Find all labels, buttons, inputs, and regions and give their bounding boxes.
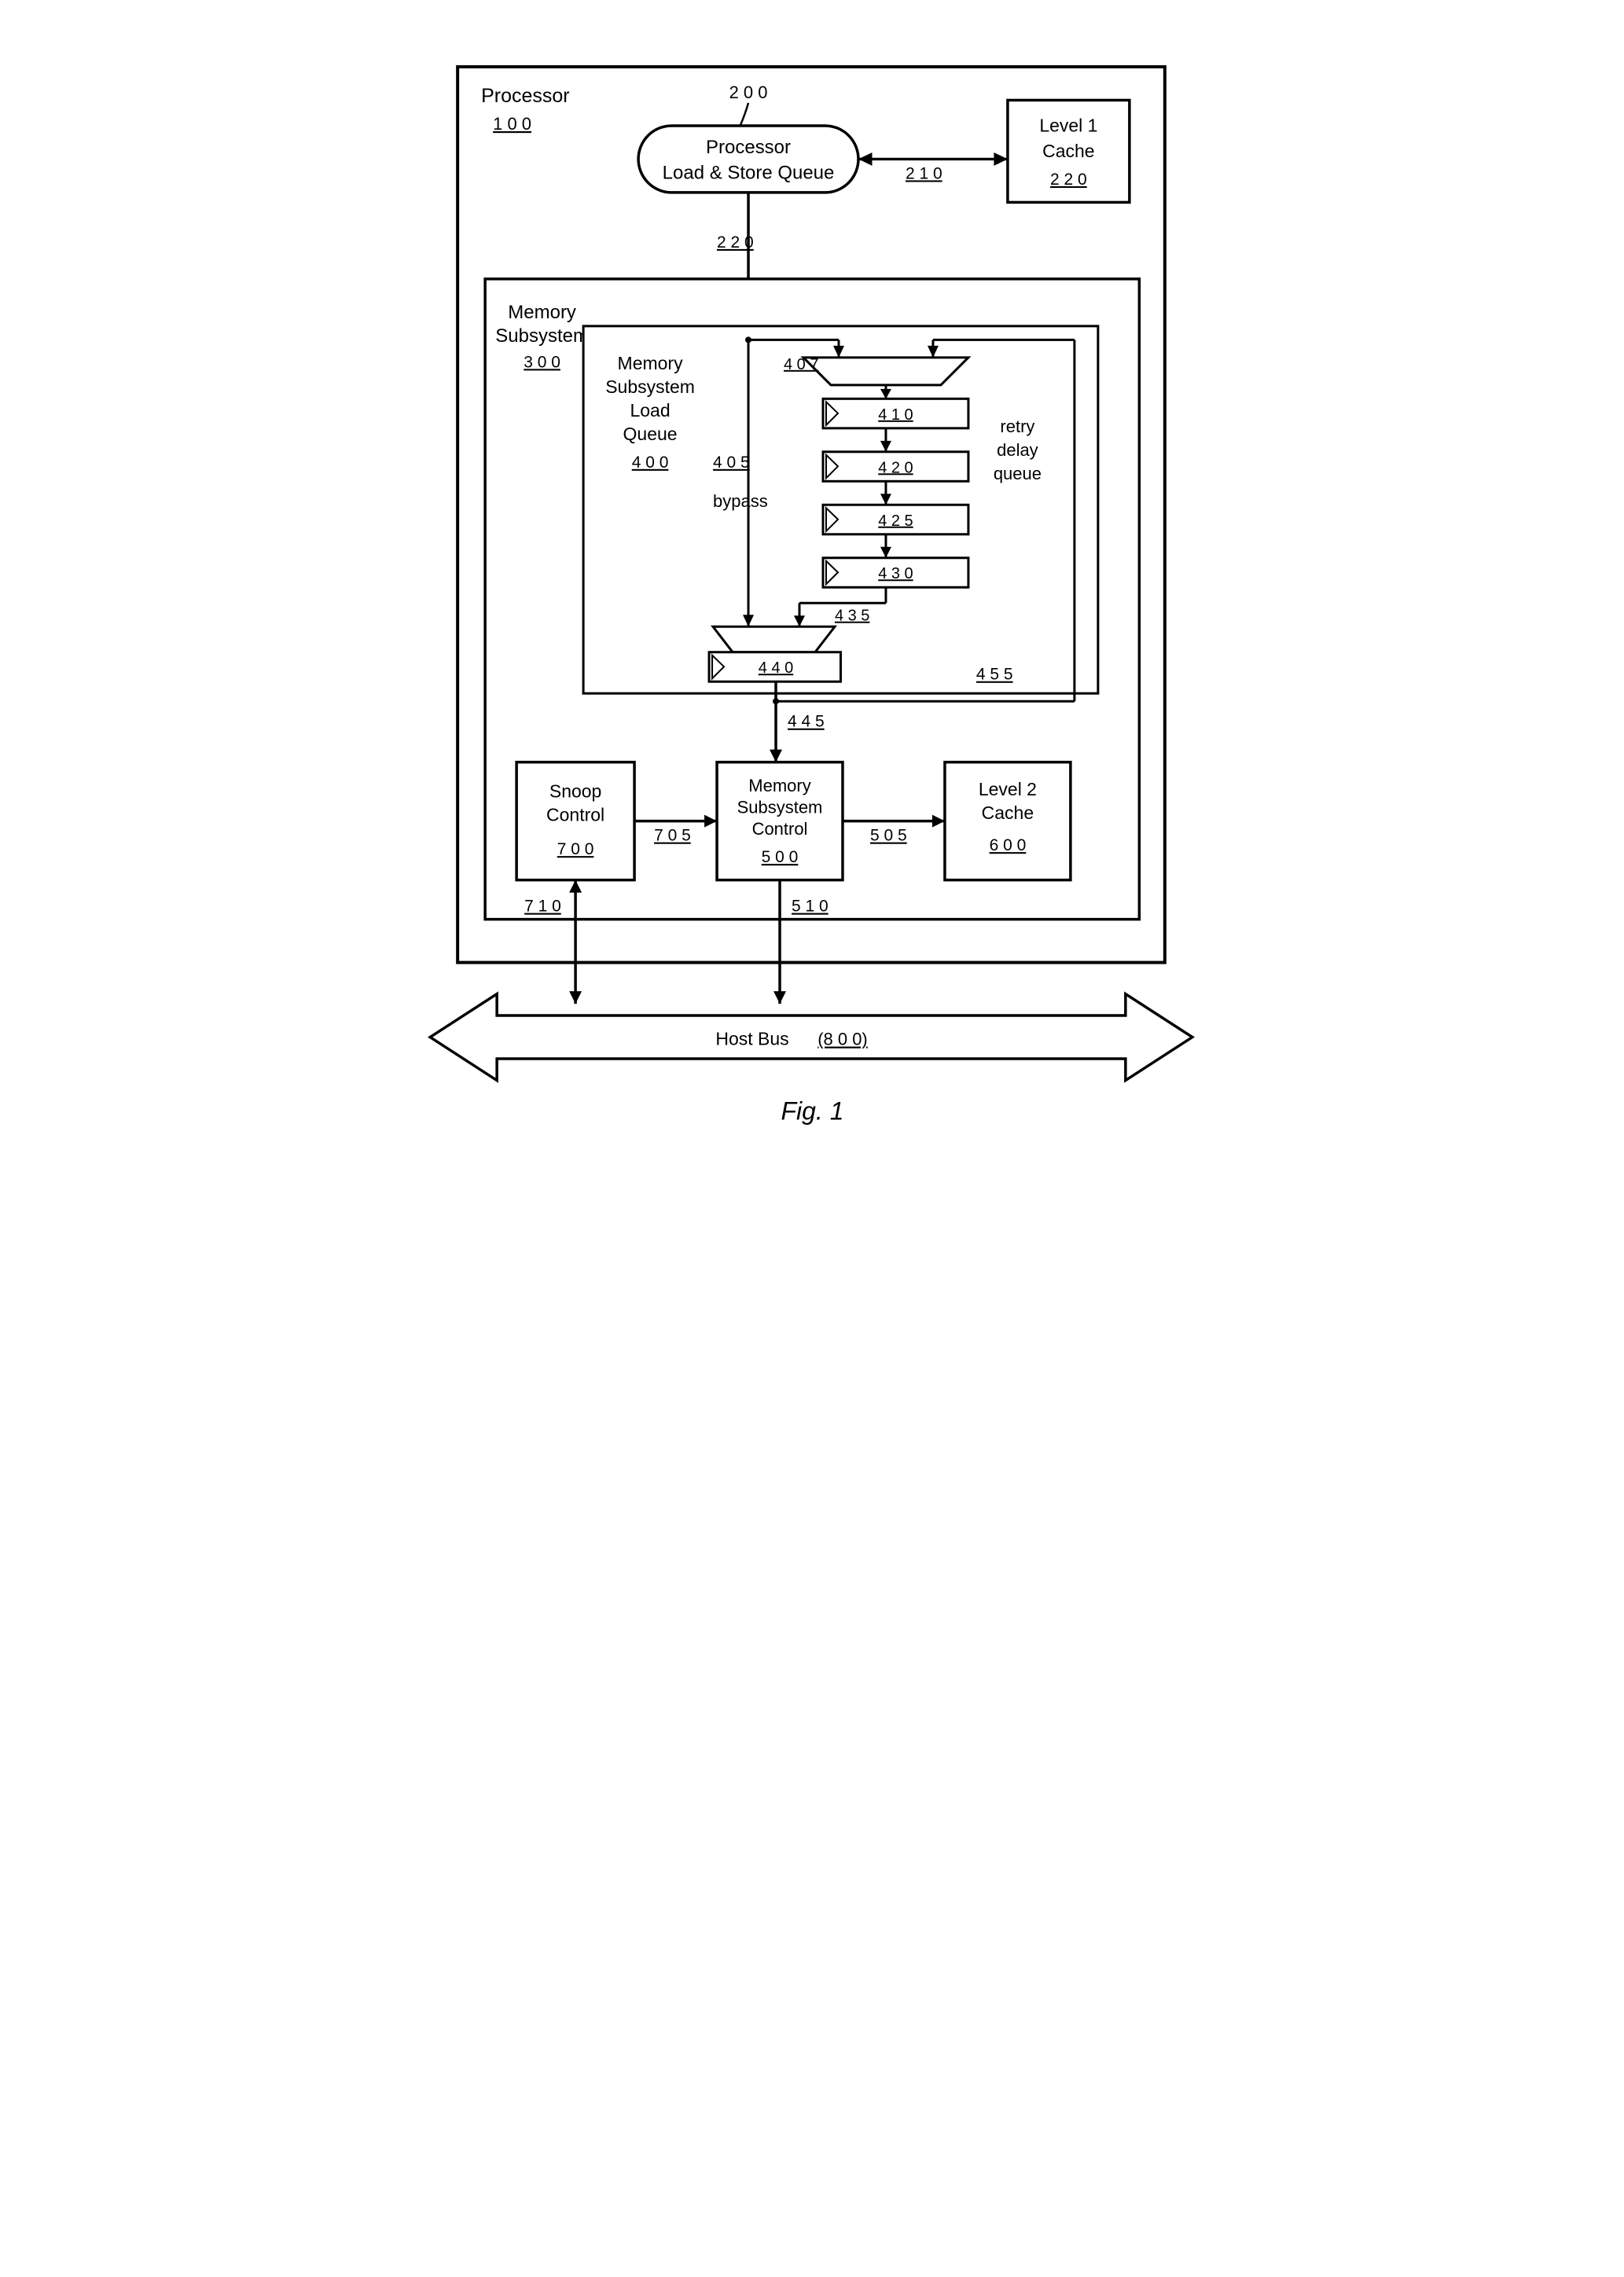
hostbus-label: Host Bus: [715, 1029, 788, 1049]
retry-l2: delay: [997, 440, 1038, 460]
l1cache-l2: Cache: [1042, 141, 1094, 161]
plsq-line2: Load & Store Queue: [662, 162, 834, 183]
msc-l3: Control: [751, 819, 807, 839]
plsq-ref: 2 0 0: [729, 83, 767, 102]
figure-caption: Fig. 1: [781, 1097, 843, 1126]
hostbus-arrow: [430, 994, 1192, 1081]
reg-410-id: 4 1 0: [878, 406, 913, 424]
arrow-445-label: 4 4 5: [788, 713, 825, 731]
processor-id: 1 0 0: [493, 114, 531, 134]
mux-407-id: 4 0 7: [784, 356, 818, 373]
memsub-l2: Subsystem: [495, 325, 589, 347]
memsub-l1: Memory: [508, 302, 576, 323]
diagram-svg: Processor 1 0 0 Processor Load & Store Q…: [406, 16, 1218, 1154]
snoop-l1: Snoop: [549, 781, 601, 802]
msc-l2: Subsystem: [737, 798, 822, 817]
reg-430-id: 4 3 0: [878, 565, 913, 582]
processor-label: Processor: [481, 85, 569, 107]
msc-l1: Memory: [748, 776, 810, 795]
mslq-l4: Queue: [623, 424, 677, 444]
arrow-455-label: 4 5 5: [976, 666, 1012, 684]
l2cache-id: 6 0 0: [989, 836, 1026, 854]
mslq-l3: Load: [630, 400, 670, 421]
hostbus-id: (8 0 0): [818, 1030, 868, 1049]
l2cache-l2: Cache: [981, 802, 1033, 823]
bypass-label: bypass: [713, 491, 768, 511]
arrow-510-head: [773, 991, 786, 1004]
reg-420-id: 4 2 0: [878, 459, 913, 476]
mux-440: [713, 626, 835, 652]
mux-407: [803, 358, 968, 385]
msc-id: 5 0 0: [761, 848, 798, 866]
bypass-id: 4 0 5: [713, 454, 750, 472]
l2cache-l1: Level 2: [978, 779, 1036, 799]
arrow-210-label: 2 1 0: [905, 164, 942, 182]
reg-425-id: 4 2 5: [878, 512, 913, 530]
snoop-id: 7 0 0: [557, 840, 593, 858]
retry-l3: queue: [993, 464, 1041, 483]
mslq-id: 4 0 0: [631, 454, 668, 472]
arrow-710-label: 7 1 0: [524, 898, 561, 916]
arrow-705-label: 7 0 5: [654, 827, 691, 845]
retry-l1: retry: [1000, 417, 1034, 436]
snoop-l2: Control: [546, 805, 604, 825]
reg-440-id: 4 4 0: [758, 659, 792, 677]
arrow-505-label: 5 0 5: [869, 827, 906, 845]
mslq-l1: Memory: [617, 353, 683, 373]
mslq-l2: Subsystem: [605, 376, 695, 397]
l1cache-id: 2 2 0: [1050, 171, 1087, 189]
l1cache-l1: Level 1: [1039, 115, 1097, 135]
arrow-220-label: 2 2 0: [717, 233, 754, 252]
arrow-435-label: 4 3 5: [834, 608, 869, 625]
memsub-id: 3 0 0: [524, 353, 560, 371]
arrow-510-label: 5 1 0: [792, 898, 829, 916]
arrow-710-head-d: [569, 991, 582, 1004]
plsq-line1: Processor: [706, 137, 791, 158]
